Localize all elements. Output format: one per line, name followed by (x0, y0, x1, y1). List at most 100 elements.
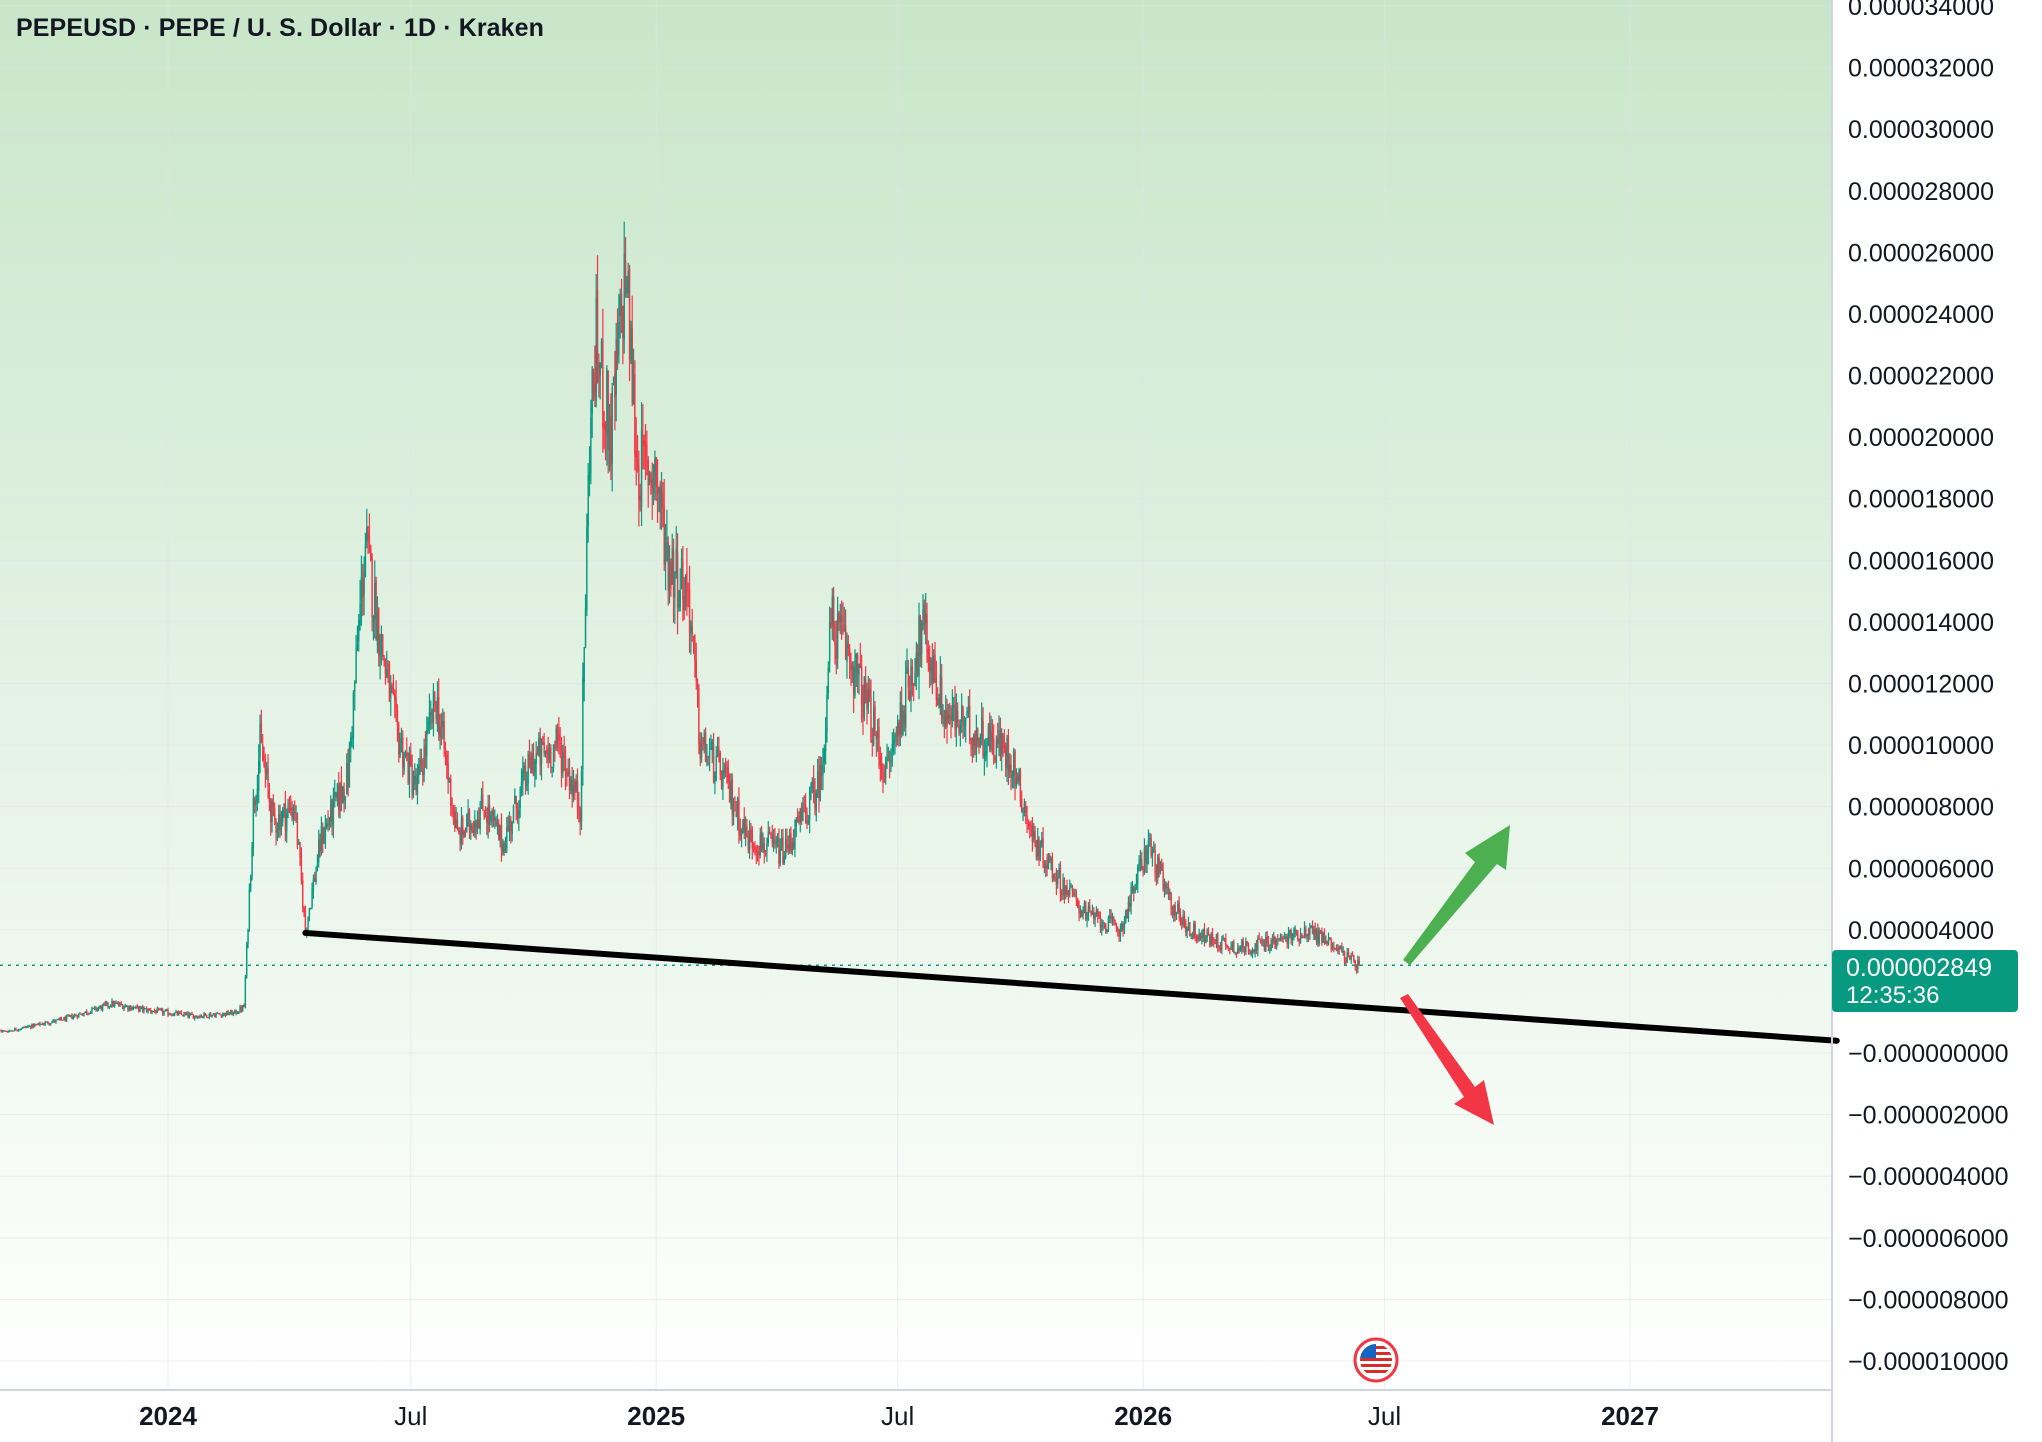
candle (61, 1019, 64, 1021)
candle (940, 663, 943, 724)
candle (1142, 865, 1144, 877)
candle (1262, 938, 1264, 947)
candle (1193, 920, 1195, 939)
candle (866, 682, 868, 725)
candle (799, 807, 801, 833)
candle (1079, 905, 1082, 919)
candle (201, 1015, 204, 1019)
candle (133, 1006, 136, 1009)
candle (157, 1007, 160, 1011)
candle (807, 815, 809, 826)
candle (338, 772, 340, 818)
candle (744, 816, 747, 847)
candle (904, 660, 907, 737)
candle (791, 837, 793, 856)
candle (1343, 950, 1346, 966)
candle (1102, 920, 1104, 931)
candle (959, 719, 962, 747)
candle (796, 808, 799, 823)
candle (576, 768, 579, 820)
candle (1206, 928, 1208, 943)
candle (448, 777, 451, 783)
candle (590, 399, 592, 485)
candle (1278, 937, 1280, 942)
candle (510, 816, 512, 844)
y-tick-label: 0.000030000 (1848, 116, 1994, 144)
candle (1030, 820, 1032, 837)
candle (584, 594, 587, 649)
candle (875, 731, 878, 757)
candle (1054, 872, 1056, 882)
candle (979, 733, 982, 749)
candle (863, 676, 866, 722)
candle (181, 1014, 184, 1017)
candle (512, 804, 515, 824)
candle (662, 482, 664, 528)
trendline[interactable] (302, 929, 1840, 1044)
candle (490, 810, 492, 826)
candle (1119, 923, 1122, 942)
bearish-arrow[interactable] (1400, 994, 1494, 1125)
candle (1221, 935, 1223, 955)
candle (359, 579, 361, 631)
candle (392, 674, 395, 696)
candle (1154, 843, 1156, 882)
x-tick-label: 2024 (139, 1401, 197, 1431)
us-flag-icon[interactable] (1353, 1337, 1399, 1383)
candle (470, 820, 472, 840)
candle (1254, 943, 1256, 958)
candle (204, 1012, 207, 1017)
candle (1113, 915, 1115, 926)
candle (688, 565, 691, 653)
candle (763, 837, 765, 864)
y-tick-label: −0.000010000 (1848, 1348, 2009, 1376)
x-axis[interactable]: 2024 Jul 2025 Jul 2026 Jul 2027 (139, 1401, 1659, 1431)
candle (239, 1004, 241, 1013)
candle (1043, 860, 1046, 874)
candle (1130, 882, 1132, 915)
candle (67, 1014, 69, 1017)
candle (766, 837, 768, 862)
candle (193, 1015, 196, 1021)
candle (1223, 937, 1226, 942)
candle (48, 1022, 50, 1026)
candle (1114, 919, 1116, 926)
candle (279, 804, 281, 838)
candle (1225, 933, 1227, 951)
candle (724, 757, 727, 778)
candle (44, 1020, 46, 1026)
candle (767, 821, 769, 847)
candle (444, 741, 447, 766)
candle (112, 1000, 115, 1008)
candle (268, 782, 271, 812)
candle (955, 693, 958, 747)
candle (828, 606, 831, 673)
candle (155, 1009, 157, 1015)
candle (764, 849, 767, 857)
y-axis[interactable]: 0.000034000 0.000032000 0.000030000 0.00002… (1848, 0, 2009, 1376)
candle (271, 798, 273, 833)
candle (450, 774, 452, 816)
candle (180, 1010, 183, 1016)
candle (243, 1003, 245, 1008)
candle (319, 833, 321, 858)
candle (776, 833, 779, 848)
candle (320, 816, 323, 856)
candle (427, 717, 429, 735)
candle (1023, 798, 1026, 817)
candle (663, 479, 665, 571)
candle (116, 1001, 119, 1005)
bullish-arrow[interactable] (1403, 825, 1510, 965)
candle (1271, 934, 1274, 949)
candle (340, 766, 343, 812)
candle (215, 1012, 217, 1019)
candle (1234, 951, 1236, 955)
candle (1315, 927, 1318, 946)
candle (72, 1014, 74, 1020)
candle (300, 847, 303, 885)
candle (79, 1012, 81, 1015)
candle (185, 1011, 188, 1016)
candle (1263, 939, 1266, 952)
candle (583, 646, 585, 702)
